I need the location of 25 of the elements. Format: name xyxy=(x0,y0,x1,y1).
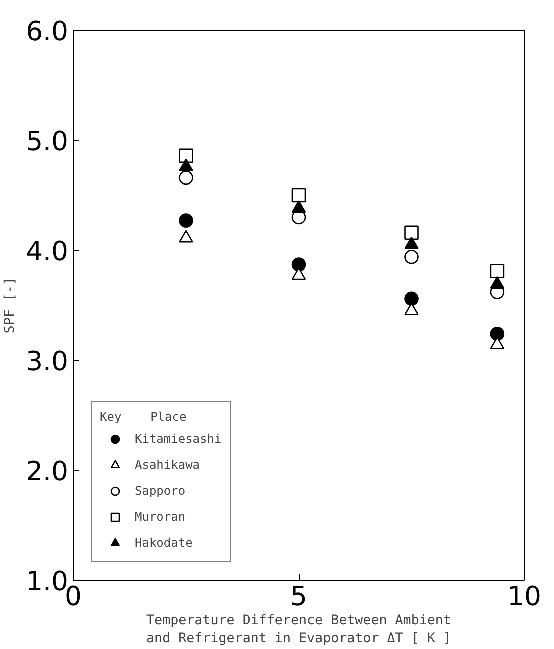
x-tick-label: 5 xyxy=(290,582,308,612)
y-tick-label: 3.0 xyxy=(26,346,69,378)
y-tick-label: 4.0 xyxy=(26,236,69,268)
y-tick-label: 2.0 xyxy=(26,456,69,488)
point xyxy=(490,264,505,279)
legend-label: Sapporo xyxy=(135,484,186,498)
y-tick-label: 6.0 xyxy=(26,16,69,48)
point xyxy=(292,258,306,272)
x-axis-title: Temperature Difference Between Ambient and Refrigerant in Evaporator ΔT [ K ] xyxy=(146,614,452,646)
point xyxy=(404,226,419,240)
point xyxy=(404,292,419,306)
legend-title: Key Place xyxy=(100,410,188,424)
point xyxy=(179,148,194,164)
legend-label: Asahikawa xyxy=(135,458,200,472)
point xyxy=(292,188,306,203)
x-tick-label: 10 xyxy=(508,582,542,612)
legend-label: Muroran xyxy=(135,510,186,524)
point xyxy=(490,326,505,342)
point xyxy=(404,250,419,264)
legend-label: Hakodate xyxy=(135,536,193,550)
point xyxy=(179,214,194,228)
y-tick-label: 5.0 xyxy=(26,126,69,158)
point xyxy=(179,170,194,186)
legend-label: Kitamiesashi xyxy=(135,432,222,446)
y-axis-title: SPF [-] xyxy=(3,277,18,334)
